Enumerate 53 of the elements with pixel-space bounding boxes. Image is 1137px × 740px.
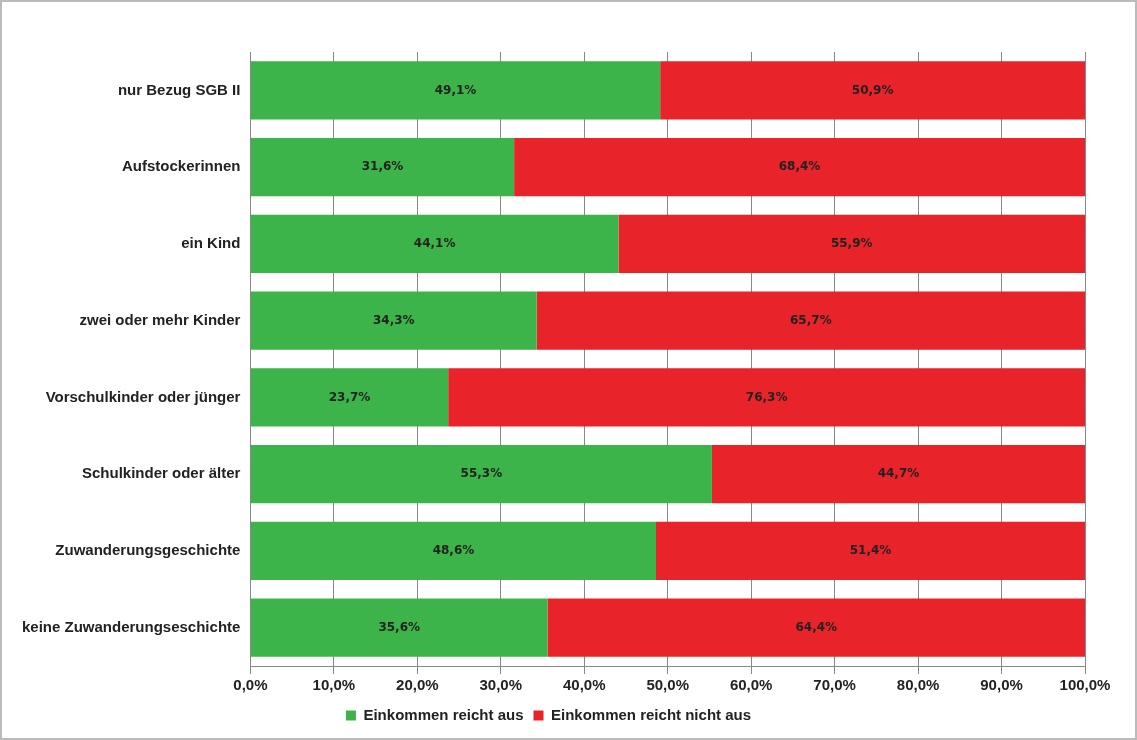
x-tick-label: 10,0% — [312, 676, 356, 694]
data-label: 55,9% — [830, 236, 873, 250]
data-label: 31,6% — [361, 159, 404, 174]
data-label: 44,7% — [877, 466, 920, 481]
bar — [536, 291, 1085, 350]
x-tick-label: 40,0% — [562, 676, 606, 694]
bar — [250, 598, 548, 657]
bar — [547, 598, 1085, 657]
bar — [448, 368, 1085, 427]
data-label: 49,1% — [434, 82, 477, 97]
bar — [656, 521, 1085, 581]
legend-label: Einkommen reicht nicht aus — [551, 705, 752, 723]
x-tick-label: 60,0% — [729, 676, 773, 694]
bar — [250, 521, 657, 581]
data-label: 68,4% — [778, 159, 821, 174]
x-tick-label: 50,0% — [646, 676, 689, 694]
data-label: 44,1% — [413, 236, 456, 250]
y-tick-label: keine Zuwanderungseschichte — [21, 617, 241, 635]
y-tick-label: Zuwanderungsgeschichte — [55, 541, 241, 559]
data-label: 76,3% — [745, 389, 788, 404]
x-tick-label: 80,0% — [896, 676, 940, 694]
bar — [250, 368, 449, 427]
bar — [250, 137, 515, 197]
data-label: 65,7% — [790, 312, 832, 327]
data-label: 51,4% — [849, 543, 892, 557]
y-tick-label: Schulkinder oder älter — [82, 464, 241, 482]
bar — [250, 214, 619, 274]
x-tick-label: 90,0% — [980, 676, 1023, 694]
bar — [618, 214, 1085, 274]
y-tick-label: Aufstockerinnen — [122, 157, 241, 175]
y-tick-label: Vorschulkinder oder jünger — [45, 387, 241, 405]
data-label: 55,3% — [460, 466, 503, 481]
y-tick-label: ein Kind — [181, 234, 241, 252]
x-tick-label: 100,0% — [1059, 676, 1111, 694]
bar — [514, 137, 1085, 197]
bar — [250, 291, 537, 350]
data-label: 48,6% — [432, 543, 475, 557]
x-tick-label: 0,0% — [233, 676, 268, 694]
x-tick-label: 30,0% — [479, 676, 523, 694]
bar — [250, 444, 712, 504]
legend-label: Einkommen reicht aus — [363, 705, 524, 723]
data-label: 35,6% — [378, 619, 421, 634]
bar — [250, 61, 661, 120]
x-tick-label: 70,0% — [813, 676, 856, 694]
data-label: 64,4% — [795, 619, 838, 634]
y-tick-label: nur Bezug SGB II — [117, 80, 241, 98]
y-tick-label: zwei oder mehr Kinder — [79, 310, 241, 328]
x-tick-label: 20,0% — [396, 676, 439, 694]
data-label: 23,7% — [328, 389, 371, 404]
bar — [660, 61, 1085, 120]
bar — [711, 444, 1085, 504]
data-label: 50,9% — [851, 82, 894, 97]
data-label: 34,3% — [372, 312, 415, 327]
